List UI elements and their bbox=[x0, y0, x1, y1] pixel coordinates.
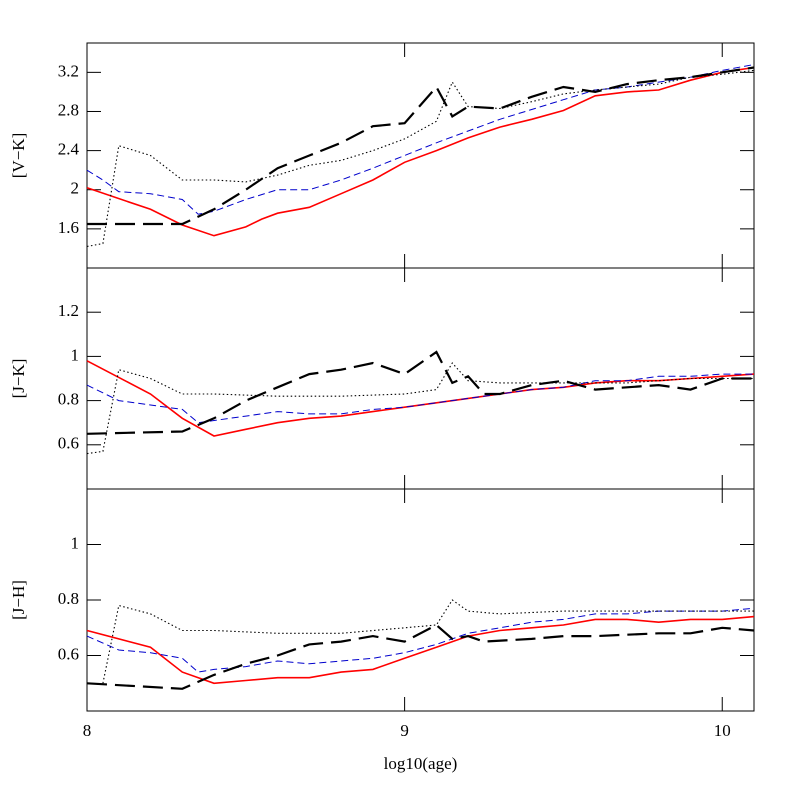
series-line bbox=[87, 66, 755, 226]
series-line bbox=[86, 607, 755, 673]
series-line bbox=[86, 69, 755, 248]
series-line bbox=[86, 64, 755, 215]
y-tick-label: 1.6 bbox=[58, 218, 79, 237]
series-line bbox=[86, 66, 755, 237]
y-axis-label: [V−K] bbox=[9, 133, 28, 178]
x-tick-label: 9 bbox=[400, 721, 409, 740]
x-tick-label: 8 bbox=[83, 721, 92, 740]
series-line bbox=[86, 360, 755, 437]
y-tick-label: 0.6 bbox=[58, 434, 79, 453]
y-tick-label: 0.6 bbox=[58, 644, 79, 663]
series-line bbox=[102, 599, 754, 684]
series-line bbox=[86, 362, 754, 455]
series-line bbox=[86, 615, 755, 685]
series-line bbox=[86, 350, 754, 435]
y-tick-label: 1 bbox=[71, 345, 80, 364]
y-tick-label: 0.8 bbox=[58, 390, 79, 409]
plot-frame bbox=[86, 488, 755, 712]
series-line bbox=[86, 623, 755, 690]
y-tick-label: 1.2 bbox=[58, 301, 79, 320]
plot-frame bbox=[86, 42, 755, 269]
y-tick-label: 2.4 bbox=[58, 140, 80, 159]
y-tick-label: 3.2 bbox=[58, 61, 79, 80]
x-axis-label: log10(age) bbox=[384, 754, 458, 773]
y-tick-label: 2 bbox=[71, 179, 80, 198]
y-tick-label: 1 bbox=[71, 533, 80, 552]
y-tick-label: 0.8 bbox=[58, 589, 79, 608]
y-axis-label: [J−K] bbox=[9, 359, 28, 399]
plot-frame bbox=[86, 267, 755, 490]
x-tick-label: 10 bbox=[714, 721, 731, 740]
series-line bbox=[86, 373, 754, 424]
y-axis-label: [J−H] bbox=[9, 580, 28, 620]
y-tick-label: 2.8 bbox=[58, 100, 79, 119]
